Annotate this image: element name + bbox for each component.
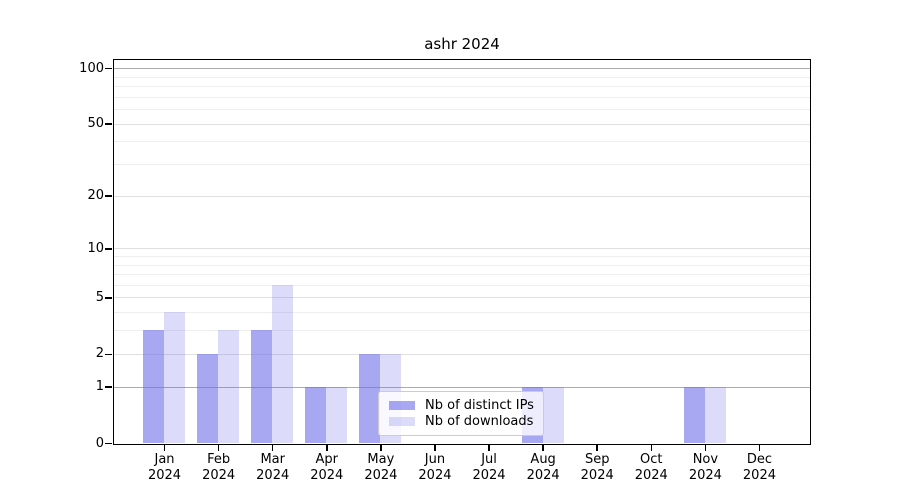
legend-label-downloads: Nb of downloads xyxy=(425,414,534,430)
y-tick-100 xyxy=(105,67,112,70)
y-tick-1 xyxy=(105,386,112,388)
y-tick-label-5: 5 xyxy=(95,289,104,305)
x-tick-label-oct: Oct 2024 xyxy=(634,452,668,483)
bar-nb-of-distinct-ips-mar xyxy=(251,330,273,443)
x-tick-label-nov: Nov 2024 xyxy=(688,452,722,483)
chart-title: ashr 2024 xyxy=(424,35,500,53)
x-tick-jan xyxy=(163,445,166,451)
x-tick-label-apr: Apr 2024 xyxy=(310,452,344,483)
bar-nb-of-downloads-feb xyxy=(218,330,240,443)
x-tick-apr xyxy=(326,445,328,451)
y-tick-label-2: 2 xyxy=(95,346,104,362)
gridline-y-100 xyxy=(114,68,810,70)
minor-gridline-y-70 xyxy=(114,96,810,98)
bar-nb-of-downloads-mar xyxy=(272,284,294,443)
x-tick-sep xyxy=(596,445,598,451)
y-tick-2 xyxy=(105,353,112,356)
bar-nb-of-distinct-ips-jan xyxy=(143,330,165,443)
bar-nb-of-downloads-nov xyxy=(704,386,726,443)
minor-gridline-y-4 xyxy=(114,312,810,314)
legend: Nb of distinct IPs Nb of downloads xyxy=(378,391,544,436)
y-tick-label-50: 50 xyxy=(87,116,104,132)
y-tick-20 xyxy=(105,195,112,197)
x-tick-label-jun: Jun 2024 xyxy=(418,452,452,483)
legend-swatch-distinct-ips xyxy=(389,400,415,410)
x-tick-label-may: May 2024 xyxy=(364,452,398,483)
x-tick-feb xyxy=(217,445,220,451)
minor-gridline-y-90 xyxy=(114,76,810,78)
x-tick-label-jul: Jul 2024 xyxy=(472,452,506,483)
minor-gridline-y-80 xyxy=(114,86,810,88)
y-tick-label-1: 1 xyxy=(95,379,104,395)
minor-gridline-y-40 xyxy=(114,141,810,143)
x-tick-label-sep: Sep 2024 xyxy=(580,452,614,483)
minor-gridline-y-9 xyxy=(114,256,810,257)
y-tick-10 xyxy=(105,248,112,250)
minor-gridline-y-30 xyxy=(114,164,810,166)
x-tick-label-mar: Mar 2024 xyxy=(256,452,290,483)
y-tick-0 xyxy=(105,442,112,445)
gridline-y-1 xyxy=(114,386,810,388)
x-tick-label-jan: Jan 2024 xyxy=(147,452,182,483)
legend-item-distinct-ips: Nb of distinct IPs xyxy=(389,397,534,414)
y-tick-label-0: 0 xyxy=(95,435,104,451)
x-tick-mar xyxy=(271,445,274,451)
y-tick-label-20: 20 xyxy=(87,188,104,204)
minor-gridline-y-6 xyxy=(114,284,810,286)
minor-gridline-y-3 xyxy=(114,330,810,332)
bar-nb-of-downloads-aug xyxy=(542,386,564,443)
y-tick-5 xyxy=(105,297,112,299)
y-tick-50 xyxy=(105,123,112,125)
bar-nb-of-downloads-jan xyxy=(164,312,186,443)
minor-gridline-y-60 xyxy=(114,109,810,111)
bar-nb-of-downloads-apr xyxy=(326,386,348,443)
x-tick-label-feb: Feb 2024 xyxy=(202,452,236,483)
gridline-y-50 xyxy=(114,123,810,125)
y-tick-label-100: 100 xyxy=(79,60,104,76)
bar-nb-of-distinct-ips-nov xyxy=(683,386,705,443)
gridline-y-2 xyxy=(114,353,810,355)
x-tick-label-dec: Dec 2024 xyxy=(742,452,776,483)
x-tick-dec xyxy=(758,445,761,451)
legend-label-distinct-ips: Nb of distinct IPs xyxy=(425,397,534,413)
x-tick-nov xyxy=(704,445,707,451)
bar-nb-of-distinct-ips-feb xyxy=(197,353,219,443)
gridline-y-20 xyxy=(114,195,810,197)
x-tick-aug xyxy=(542,445,544,451)
x-tick-jun xyxy=(434,445,436,451)
x-tick-oct xyxy=(650,445,653,451)
plot-area xyxy=(113,59,811,445)
minor-gridline-y-8 xyxy=(114,264,810,266)
x-tick-label-aug: Aug 2024 xyxy=(526,452,560,483)
bar-nb-of-distinct-ips-may xyxy=(359,353,381,443)
x-tick-may xyxy=(380,445,382,451)
legend-item-downloads: Nb of downloads xyxy=(389,414,533,431)
gridline-y-10 xyxy=(114,248,810,250)
legend-swatch-downloads xyxy=(389,417,415,427)
y-tick-label-10: 10 xyxy=(87,240,104,256)
minor-gridline-y-7 xyxy=(114,274,810,276)
x-tick-jul xyxy=(488,445,490,451)
bar-nb-of-distinct-ips-apr xyxy=(305,386,327,443)
gridline-y-5 xyxy=(114,297,810,299)
